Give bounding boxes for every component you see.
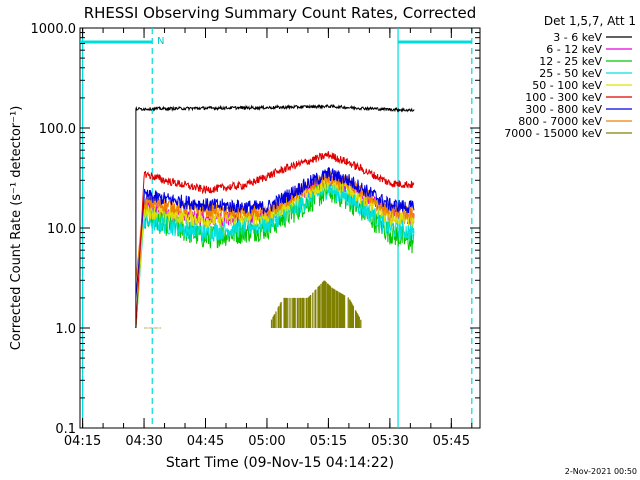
legend-label: 7000 - 15000 keV xyxy=(504,127,602,140)
x-tick-label: 05:00 xyxy=(248,434,285,449)
x-tick-label: 05:15 xyxy=(310,434,347,449)
series-line xyxy=(135,166,415,298)
series-line xyxy=(135,151,415,329)
x-axis-label: Start Time (09-Nov-15 04:14:22) xyxy=(166,455,394,471)
y-tick-label: 100.0 xyxy=(39,122,76,137)
legend-label: 6 - 12 keV xyxy=(546,43,602,56)
legend-label: 800 - 7000 keV xyxy=(518,115,602,128)
y-axis-label: Corrected Count Rate (s⁻¹ detector⁻¹) xyxy=(9,106,24,351)
x-tick-label: 04:30 xyxy=(125,434,162,449)
series-line xyxy=(135,103,415,328)
legend-label: 300 - 800 keV xyxy=(525,103,602,116)
y-tick-label: 0.1 xyxy=(55,422,76,437)
legend-label: 50 - 100 keV xyxy=(532,79,602,92)
x-axis: 04:15 04:30 04:45 05:00 05:15 05:30 05:45 xyxy=(64,28,473,449)
legend-title: Det 1,5,7, Att 1 xyxy=(544,14,636,28)
series-line xyxy=(135,181,415,329)
legend-label: 25 - 50 keV xyxy=(539,67,602,80)
timestamp: 2-Nov-2021 00:50 xyxy=(565,467,637,476)
plot-frame xyxy=(79,27,481,429)
y-tick-label: 1000.0 xyxy=(31,22,77,37)
x-tick-label: 04:15 xyxy=(64,434,101,449)
y-axis: 0.1 1.0 10.0 100.0 1000.0 xyxy=(31,22,480,437)
x-tick-label: 04:45 xyxy=(187,434,224,449)
legend-label: 100 - 300 keV xyxy=(525,91,602,104)
x-tick-label: 05:45 xyxy=(433,434,470,449)
chart-title: RHESSI Observing Summary Count Rates, Co… xyxy=(84,4,477,22)
marker-label-n: N xyxy=(157,36,164,47)
legend-label: 3 - 6 keV xyxy=(553,31,602,44)
y-tick-label: 1.0 xyxy=(55,322,76,337)
y-tick-label: 10.0 xyxy=(47,222,76,237)
x-tick-label: 05:30 xyxy=(371,434,408,449)
legend-label: 12 - 25 keV xyxy=(539,55,602,68)
series-layer xyxy=(135,103,415,329)
